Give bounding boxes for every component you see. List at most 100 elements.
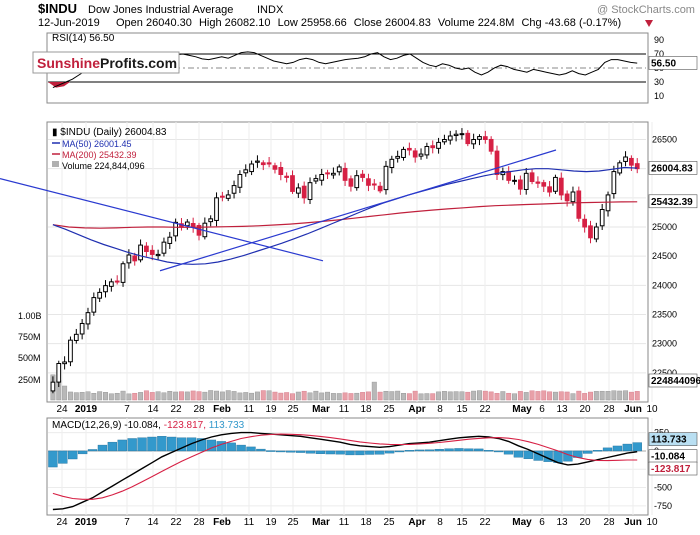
volume-bar [482, 390, 488, 401]
volume-bar [634, 391, 640, 401]
candle-body [541, 182, 547, 187]
macd-hist-bar [77, 450, 88, 455]
macd-hist-bar [384, 450, 395, 454]
volume-bar [103, 392, 108, 401]
macd-x-tick: 28 [193, 517, 205, 528]
volume-bar [558, 391, 564, 401]
volume-bar [260, 390, 266, 401]
volume-bar [91, 393, 97, 401]
price-x-tick: Mar [312, 404, 330, 415]
legend-ma200: MA(200) 25432.39 [62, 150, 137, 160]
macd-y-tick: -750 [654, 501, 672, 511]
volume-bar [377, 391, 383, 401]
macd-hist-bar [612, 445, 623, 452]
volume-bar [552, 391, 558, 401]
macd-hist-bar [592, 450, 603, 452]
volume-bar [313, 390, 319, 401]
price-x-tick: May [512, 404, 532, 415]
candle-body [459, 133, 465, 136]
volume-bar [477, 390, 482, 401]
macd-x-tick: 7 [124, 517, 130, 528]
volume-bar [459, 391, 465, 401]
price-x-tick: 24 [56, 404, 68, 415]
candle-body [582, 218, 588, 228]
ma200-line [52, 201, 638, 229]
volume-bar [576, 390, 582, 401]
macd-hist-bar [48, 450, 58, 468]
macd-line [52, 431, 638, 511]
candle-body [599, 209, 605, 227]
volume-bar [389, 391, 395, 401]
logo-box [32, 51, 180, 74]
candle-body [85, 312, 91, 325]
macd-hist-bar [315, 450, 325, 454]
candle-body [447, 135, 453, 141]
macd-panel-frame [46, 417, 649, 516]
candle-body [56, 363, 62, 383]
volume-bar [360, 392, 366, 401]
candle-body [120, 263, 126, 283]
candle-body [389, 158, 395, 168]
candle-body [605, 194, 611, 212]
candle-body [231, 185, 237, 194]
macd-x-tick: 6 [539, 517, 545, 528]
volume-last-label-box [648, 373, 698, 388]
volume-bar [517, 391, 523, 401]
macd-x-tick: Feb [213, 517, 231, 528]
candle-body [395, 155, 401, 159]
volume-bar [465, 391, 471, 401]
candle-body [471, 139, 476, 145]
macd-x-tick: 20 [579, 517, 591, 528]
macd-hist-bar [424, 449, 434, 452]
candle-body [126, 254, 132, 264]
volume-bar [570, 393, 576, 401]
volume-bar [249, 392, 255, 401]
macd-hist-bar [216, 441, 226, 452]
volume-bar [295, 391, 301, 401]
ohlc-line: Open 26040.30 High 26082.10 Low 25958.66… [116, 17, 621, 29]
volume-bar [290, 393, 295, 401]
volume-y-tick: 1.00B [18, 311, 42, 321]
volume-bar [547, 391, 553, 401]
volume-bar [342, 392, 348, 401]
candle-body [319, 174, 325, 181]
volume-bar [307, 392, 313, 401]
volume-bar [436, 391, 442, 401]
macd-hist-bar [404, 450, 415, 452]
candle-body [79, 322, 85, 335]
candle-body [336, 166, 342, 173]
price-x-tick: 25 [287, 404, 299, 415]
candle-body [132, 255, 138, 262]
candle-body [214, 197, 219, 221]
macd-hist-bar [394, 450, 405, 453]
macd-x-tick: 8 [437, 517, 443, 528]
candle-body [412, 150, 418, 158]
exchange-label: INDX [257, 4, 284, 16]
volume-bar [588, 391, 593, 401]
volume-y-tick: 750M [18, 332, 41, 342]
macd-hist-bar [414, 449, 425, 452]
candle-body [535, 181, 541, 184]
macd-x-tick: 28 [603, 517, 615, 528]
trendline-down [0, 178, 324, 262]
candle-body [482, 136, 488, 140]
candle-body [260, 162, 266, 166]
volume-bar [488, 391, 494, 401]
macd-x-tick: Jun [624, 517, 642, 528]
volume-y-tick: 500M [18, 353, 41, 363]
volume-bar [406, 393, 412, 401]
price-x-tick: 18 [360, 404, 372, 415]
candle-body [243, 169, 249, 174]
macd-hist-bar [246, 446, 256, 452]
macd-hist-bar [622, 443, 632, 452]
trendline-up [159, 149, 557, 272]
volume-y-tick: 250M [18, 375, 41, 385]
macd-x-tick: 25 [287, 517, 299, 528]
candle-body [366, 178, 371, 186]
volume-bar [336, 393, 342, 401]
volume-bar [214, 390, 219, 401]
candle-body [290, 175, 295, 192]
volume-bar [348, 393, 354, 401]
candles [50, 128, 640, 394]
